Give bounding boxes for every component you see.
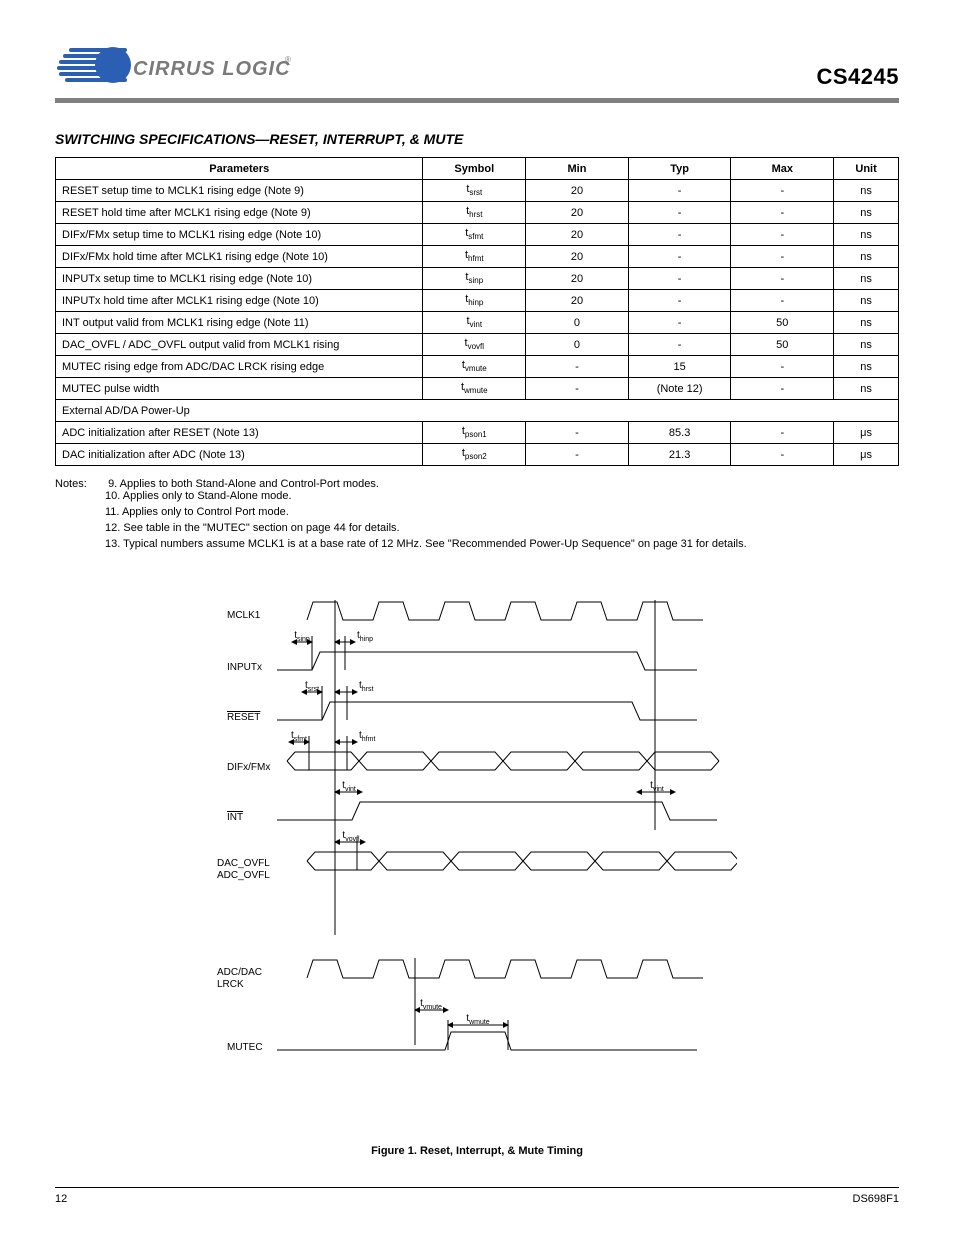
page-header: CIRRUS LOGIC ® CS4245 [55,40,899,90]
table-row: DAC_OVFL / ADC_OVFL output valid from MC… [56,334,899,356]
section-title: SWITCHING SPECIFICATIONS—RESET, INTERRUP… [55,131,899,147]
table-row: MUTEC pulse widthtwmute-(Note 12)-ns [56,378,899,400]
svg-text:INPUTx: INPUTx [227,662,262,673]
svg-text:®: ® [285,55,291,64]
svg-text:twmute: twmute [466,1013,490,1026]
table-row: DIFx/FMx hold time after MCLK1 rising ed… [56,246,899,268]
timing-figure: MCLK1 INPUTx tsinp thinp RESET tsrst thrst DIFx… [55,590,899,1157]
col-max: Max [731,158,834,180]
note-item: Applies only to Stand-Alone mode. [105,490,899,502]
table-row: DAC initialization after ADC (Note 13)tp… [56,444,899,466]
col-min: Min [526,158,629,180]
svg-text:CIRRUS LOGIC: CIRRUS LOGIC [133,58,291,80]
table-row: INPUTx setup time to MCLK1 rising edge (… [56,268,899,290]
svg-text:tvmute: tvmute [420,998,442,1011]
table-row: INT output valid from MCLK1 rising edge … [56,312,899,334]
svg-text:DAC_OVFL: DAC_OVFL [217,858,270,869]
table-section-row: External AD/DA Power-Up [56,400,899,422]
table-header-row: Parameters Symbol Min Typ Max Unit [56,158,899,180]
note-item: Typical numbers assume MCLK1 is at a bas… [105,538,899,550]
svg-text:LRCK: LRCK [217,979,244,990]
svg-text:tsfmt: tsfmt [291,730,307,743]
table-row: ADC initialization after RESET (Note 13)… [56,422,899,444]
svg-text:thinp: thinp [357,630,373,643]
table-row: RESET setup time to MCLK1 rising edge (N… [56,180,899,202]
table-row: MUTEC rising edge from ADC/DAC LRCK risi… [56,356,899,378]
notes-block: Notes: 9. Applies to both Stand-Alone an… [55,478,899,550]
col-parameters: Parameters [56,158,423,180]
logo: CIRRUS LOGIC ® [55,40,295,90]
note-item: See table in the "MUTEC" section on page… [105,522,899,534]
col-unit: Unit [834,158,899,180]
svg-text:MUTEC: MUTEC [227,1042,263,1053]
svg-text:tvint: tvint [342,780,356,793]
spec-table: Parameters Symbol Min Typ Max Unit RESET… [55,157,899,466]
svg-text:thrst: thrst [359,680,374,693]
col-symbol: Symbol [423,158,526,180]
notes-label: Notes: [55,478,105,490]
table-row: INPUTx hold time after MCLK1 rising edge… [56,290,899,312]
part-number: CS4245 [816,64,899,90]
svg-text:tsrst: tsrst [305,680,319,693]
page-footer: 12 DS698F1 [55,1187,899,1205]
col-typ: Typ [628,158,731,180]
figure-caption: Figure 1. Reset, Interrupt, & Mute Timin… [55,1145,899,1157]
svg-text:ADC_OVFL: ADC_OVFL [217,870,270,881]
svg-text:tvint: tvint [650,780,664,793]
footer-page-number: 12 [55,1193,67,1205]
svg-text:MCLK1: MCLK1 [227,610,261,621]
svg-text:thfmt: thfmt [359,730,375,743]
svg-text:tvovfl: tvovfl [342,830,360,843]
svg-text:INT: INT [227,812,243,823]
svg-text:RESET: RESET [227,712,260,723]
svg-text:tsinp: tsinp [294,630,310,643]
svg-text:DIFx/FMx: DIFx/FMx [227,762,270,773]
table-row: DIFx/FMx setup time to MCLK1 rising edge… [56,224,899,246]
note-item: Applies only to Control Port mode. [105,506,899,518]
table-row: RESET hold time after MCLK1 rising edge … [56,202,899,224]
footer-doc-id: DS698F1 [853,1193,899,1205]
header-rule [55,98,899,103]
svg-text:ADC/DAC: ADC/DAC [217,967,262,978]
